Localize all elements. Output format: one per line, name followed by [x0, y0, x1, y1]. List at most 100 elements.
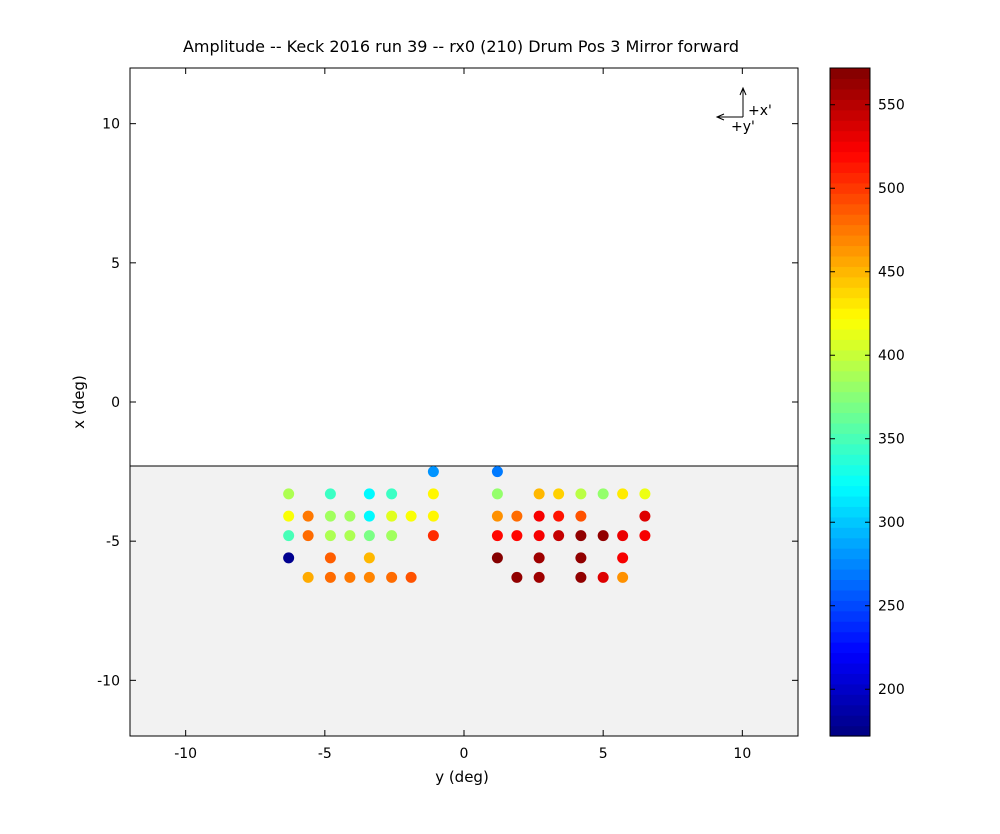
data-point	[639, 488, 651, 500]
y-axis-label: x (deg)	[70, 375, 88, 429]
data-point	[283, 488, 295, 500]
colorbar-band	[830, 109, 870, 121]
colorbar-tick-label: 400	[878, 348, 905, 364]
colorbar-band	[830, 621, 870, 633]
data-point	[511, 510, 523, 522]
colorbar-tick-label: 500	[878, 181, 905, 197]
colorbar-band	[830, 130, 870, 142]
colorbar-band	[830, 120, 870, 132]
x-axis-ticks: -10 -5 0 5 10	[174, 68, 751, 762]
data-point	[511, 530, 523, 542]
data-point	[553, 530, 565, 542]
data-point	[639, 530, 651, 542]
data-point	[405, 571, 417, 583]
colorbar-band	[830, 203, 870, 215]
colorbar-band	[830, 558, 870, 570]
colorbar-band	[830, 391, 870, 403]
colorbar-band	[830, 88, 870, 100]
colorbar-band	[830, 610, 870, 622]
orientation-marker: +x' +y'	[715, 86, 772, 135]
colorbar-band	[830, 475, 870, 487]
colorbar-band	[830, 412, 870, 424]
data-point	[324, 488, 336, 500]
colorbar-band	[830, 349, 870, 361]
data-point	[283, 510, 295, 522]
colorbar-band	[830, 422, 870, 434]
data-point	[617, 530, 629, 542]
data-point	[363, 571, 375, 583]
data-point	[427, 466, 439, 478]
data-point	[553, 510, 565, 522]
data-point	[363, 510, 375, 522]
data-point	[533, 488, 545, 500]
data-point	[386, 530, 398, 542]
colorbar-band	[830, 99, 870, 111]
colorbar-band	[830, 151, 870, 163]
data-point	[491, 552, 503, 564]
colorbar-band	[830, 548, 870, 560]
colorbar-band	[830, 652, 870, 664]
colorbar-tick-label: 300	[878, 515, 905, 531]
data-point	[386, 571, 398, 583]
data-point	[344, 530, 356, 542]
colorbar-band	[830, 235, 870, 247]
data-point	[344, 571, 356, 583]
data-point	[575, 552, 587, 564]
x-tick-label: 5	[599, 746, 608, 762]
data-point	[533, 571, 545, 583]
data-point	[617, 571, 629, 583]
data-point	[344, 510, 356, 522]
colorbar-band	[830, 589, 870, 601]
colorbar-band	[830, 725, 870, 737]
data-point	[427, 530, 439, 542]
x-tick-label: -5	[318, 746, 332, 762]
y-tick-label: 10	[102, 117, 120, 133]
data-points	[283, 466, 651, 583]
colorbar-band	[830, 631, 870, 643]
y-tick-label: -5	[106, 534, 120, 550]
colorbar-band	[830, 308, 870, 320]
colorbar-tick-label: 350	[878, 432, 905, 448]
colorbar-band	[830, 214, 870, 226]
data-point	[324, 530, 336, 542]
colorbar-band	[830, 381, 870, 393]
colorbar-tick-label: 450	[878, 265, 905, 281]
colorbar-gradient	[830, 68, 870, 737]
data-point	[491, 466, 503, 478]
colorbar-band	[830, 224, 870, 236]
data-point	[324, 510, 336, 522]
colorbar-band	[830, 516, 870, 528]
data-point	[283, 530, 295, 542]
colorbar-band	[830, 485, 870, 497]
y-direction-label: +y'	[731, 119, 755, 135]
data-point	[511, 571, 523, 583]
data-point	[386, 510, 398, 522]
colorbar-frame	[829, 67, 871, 737]
x-direction-arrowhead	[739, 86, 747, 96]
data-point	[491, 530, 503, 542]
data-point	[491, 510, 503, 522]
colorbar-band	[830, 443, 870, 455]
colorbar-band	[830, 495, 870, 507]
data-point	[324, 552, 336, 564]
colorbar-tick-label: 550	[878, 98, 905, 114]
data-point	[427, 510, 439, 522]
colorbar-band	[830, 683, 870, 695]
data-point	[553, 488, 565, 500]
colorbar-band	[830, 161, 870, 173]
colorbar-tick-label: 200	[878, 682, 905, 698]
colorbar-band	[830, 297, 870, 309]
data-point	[405, 510, 417, 522]
colorbar-band	[830, 527, 870, 539]
x-tick-label: -10	[174, 746, 197, 762]
colorbar-band	[830, 642, 870, 654]
colorbar-band	[830, 266, 870, 278]
colorbar-band	[830, 694, 870, 706]
data-point	[491, 488, 503, 500]
colorbar-band	[830, 255, 870, 267]
colorbar-band	[830, 68, 870, 80]
data-point	[302, 530, 314, 542]
y-axis-ticks: 10 5 0 -5 -10	[97, 117, 798, 689]
colorbar-band	[830, 245, 870, 257]
